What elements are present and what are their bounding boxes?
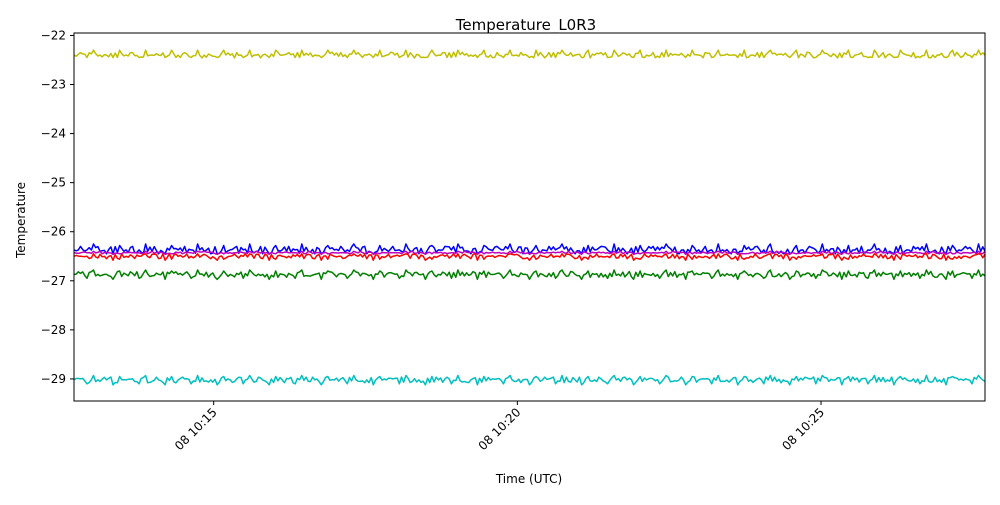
- series-line-4: [73, 269, 986, 281]
- y-tick-label: −26: [41, 225, 66, 239]
- series-line-5: [73, 374, 986, 386]
- y-tick-label: −28: [41, 323, 66, 337]
- x-axis-label: Time (UTC): [495, 472, 562, 486]
- series-line-3: [73, 253, 986, 261]
- series-layer: [73, 49, 986, 386]
- plot-area-frame: [73, 32, 986, 402]
- series-line-2: [73, 250, 986, 256]
- y-tick-label: −24: [41, 127, 66, 141]
- y-tick-label: −22: [41, 28, 66, 42]
- x-tick-label: 08 10:15: [172, 405, 220, 453]
- y-tick-label: −25: [41, 176, 66, 190]
- series-line-0: [73, 49, 986, 59]
- y-axis-label: Temperature: [14, 182, 28, 259]
- y-tick-label: −29: [41, 372, 66, 386]
- x-tick-label: 08 10:25: [779, 405, 827, 453]
- chart-title: Temperature_L0R3: [455, 16, 596, 35]
- y-tick-label: −23: [41, 78, 66, 92]
- x-tick-label: 08 10:20: [476, 405, 524, 453]
- y-tick-label: −27: [41, 274, 66, 288]
- ticks-layer: −22 −23 −24 −25 −26 −27 −28 −29 08 10:15 08 10:20…: [41, 28, 827, 453]
